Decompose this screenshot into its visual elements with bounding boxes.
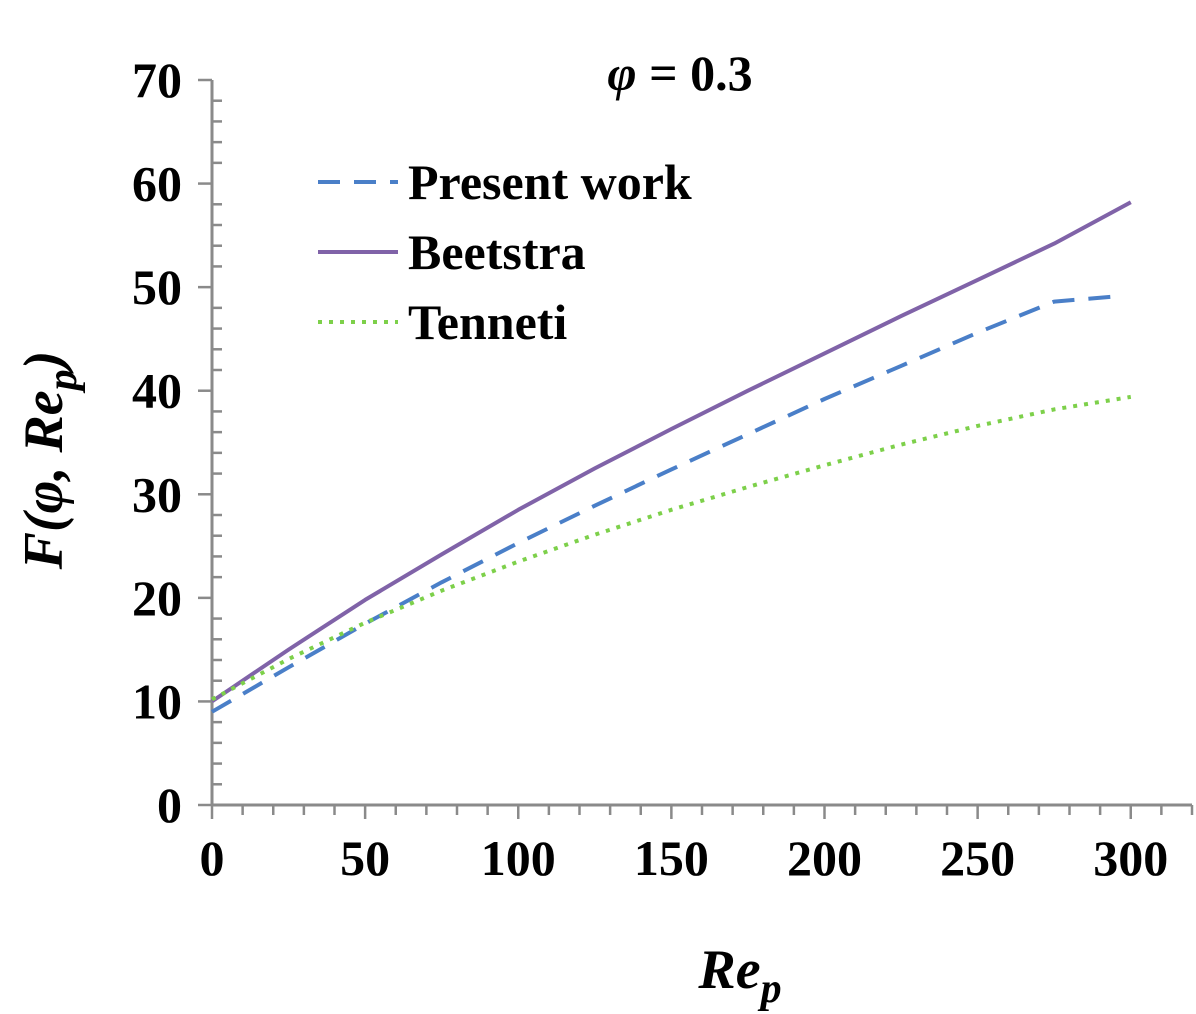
legend-label: Tenneti bbox=[408, 294, 567, 350]
y-tick-label: 40 bbox=[132, 363, 182, 419]
x-tick-label: 200 bbox=[787, 830, 862, 886]
legend: Present work Beetstra Tenneti bbox=[318, 154, 692, 350]
x-tick-label: 0 bbox=[200, 830, 225, 886]
y-tick-label: 30 bbox=[132, 466, 182, 522]
series-line-tenneti bbox=[211, 394, 1132, 702]
series-lines bbox=[210, 200, 1132, 714]
x-tick-label: 50 bbox=[340, 830, 390, 886]
series-line-beetstra bbox=[210, 200, 1132, 704]
tick-labels: 0 50 100 150 200 250 300 0 10 20 30 40 50 60 70 bbox=[132, 52, 1168, 886]
y-axis-label: F(φ, Rep) bbox=[13, 351, 86, 571]
y-axis-label-close: ) bbox=[13, 351, 75, 375]
series-line-present-work bbox=[210, 294, 1116, 714]
chart-title-symbol: φ bbox=[607, 45, 636, 101]
y-tick-label: 0 bbox=[157, 777, 182, 833]
y-axis-label-main: F(φ, Re bbox=[13, 390, 75, 570]
y-tick-label: 50 bbox=[132, 259, 182, 315]
x-tick-label: 100 bbox=[481, 830, 556, 886]
y-tick-label: 70 bbox=[132, 52, 182, 108]
x-tick-label: 250 bbox=[940, 830, 1015, 886]
x-axis-label-sub: p bbox=[758, 966, 782, 1012]
axes bbox=[198, 78, 1194, 819]
y-tick-label: 20 bbox=[132, 570, 182, 626]
y-tick-label: 10 bbox=[132, 673, 182, 729]
y-tick-label: 60 bbox=[132, 156, 182, 212]
y-axis-label-sub: p bbox=[40, 369, 86, 393]
x-axis-label-main: Re bbox=[697, 939, 760, 1001]
chart-title-rest: = 0.3 bbox=[637, 45, 753, 101]
legend-label: Present work bbox=[408, 154, 692, 210]
x-axis-label: Rep bbox=[697, 939, 781, 1012]
legend-label: Beetstra bbox=[408, 224, 586, 280]
chart-title: φ = 0.3 bbox=[607, 45, 752, 101]
x-tick-label: 150 bbox=[634, 830, 709, 886]
x-tick-label: 300 bbox=[1093, 830, 1168, 886]
